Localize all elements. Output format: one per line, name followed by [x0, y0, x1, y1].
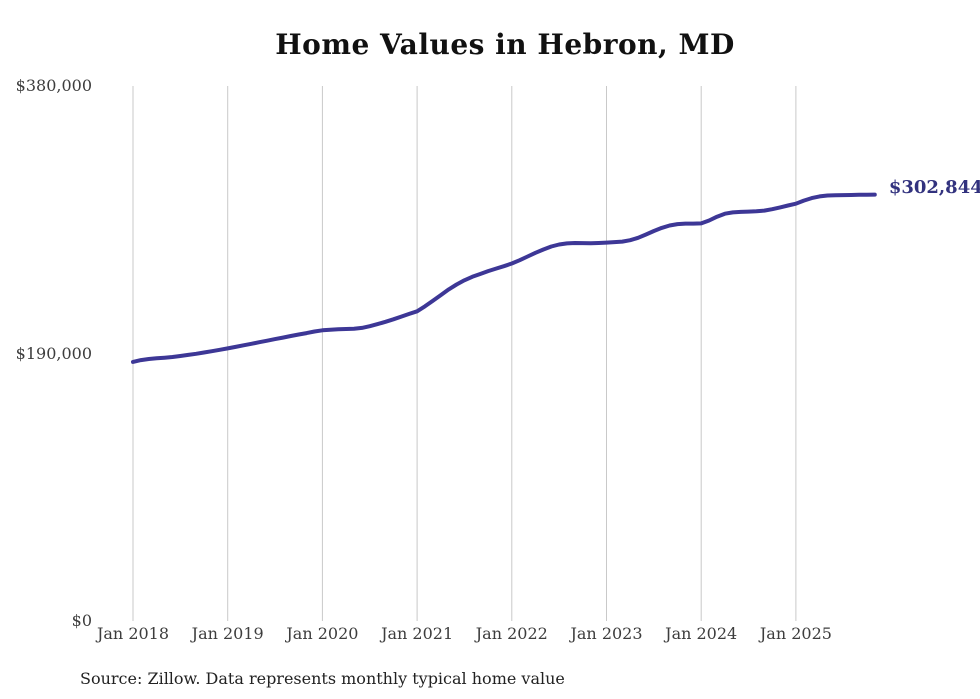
x-axis-label: Jan 2022: [475, 624, 548, 643]
x-axis-label: Jan 2018: [96, 624, 170, 643]
x-axis-label: Jan 2024: [665, 624, 738, 643]
source-note: Source: Zillow. Data represents monthly …: [80, 669, 565, 688]
y-axis-label: $380,000: [15, 76, 92, 95]
home-value-line: [131, 192, 877, 364]
y-axis-label: $190,000: [15, 343, 92, 363]
x-axis-label: Jan 2019: [191, 624, 264, 643]
x-axis-label: Jan 2021: [381, 624, 454, 643]
current-value-label: $302,844: [888, 176, 980, 198]
chart-title: Home Values in Hebron, MD: [275, 28, 735, 61]
x-axis-label: Jan 2023: [570, 624, 643, 643]
x-axis-label: Jan 2020: [286, 624, 359, 643]
x-axis-label: Jan 2025: [759, 624, 832, 643]
y-axis-label: $0: [71, 611, 92, 630]
